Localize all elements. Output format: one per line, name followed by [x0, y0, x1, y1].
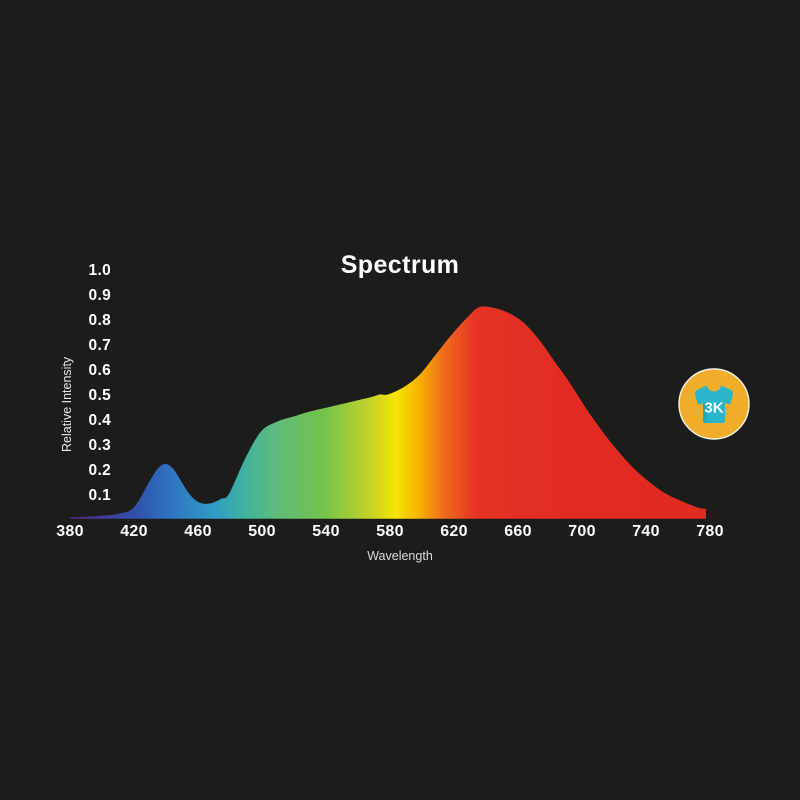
x-tick-label-460: 460 — [184, 523, 212, 540]
y-tick-label-0.7: 0.7 — [88, 337, 111, 354]
y-tick-label-0.1: 0.1 — [88, 487, 111, 504]
x-tick-label-700: 700 — [568, 523, 596, 540]
y-tick-label-0.2: 0.2 — [88, 462, 111, 479]
x-tick-label-420: 420 — [120, 523, 148, 540]
y-tick-label-0.9: 0.9 — [88, 287, 111, 304]
x-tick-label-740: 740 — [632, 523, 660, 540]
tshirt-shading — [703, 403, 707, 423]
x-tick-label-580: 580 — [376, 523, 404, 540]
x-tick-label-780: 780 — [696, 523, 724, 540]
x-tick-label-380: 380 — [56, 523, 84, 540]
x-tick-label-500: 500 — [248, 523, 276, 540]
x-tick-label-660: 660 — [504, 523, 532, 540]
y-tick-label-0.5: 0.5 — [88, 387, 111, 404]
chart-title: Spectrum — [340, 251, 460, 279]
spectrum-area — [70, 306, 706, 519]
y-tick-label-0.6: 0.6 — [88, 362, 111, 379]
y-tick-label-0.3: 0.3 — [88, 437, 111, 454]
x-axis-title: Wavelength — [367, 549, 433, 563]
y-tick-label-1.0: 1.0 — [88, 262, 111, 279]
tshirt-badge[interactable]: 3K — [678, 368, 750, 440]
x-tick-label-620: 620 — [440, 523, 468, 540]
x-tick-label-540: 540 — [312, 523, 340, 540]
y-tick-label-0.8: 0.8 — [88, 312, 111, 329]
y-tick-label-0.4: 0.4 — [88, 412, 111, 429]
badge-label: 3K — [704, 400, 723, 417]
tshirt-icon: 3K — [678, 368, 750, 440]
